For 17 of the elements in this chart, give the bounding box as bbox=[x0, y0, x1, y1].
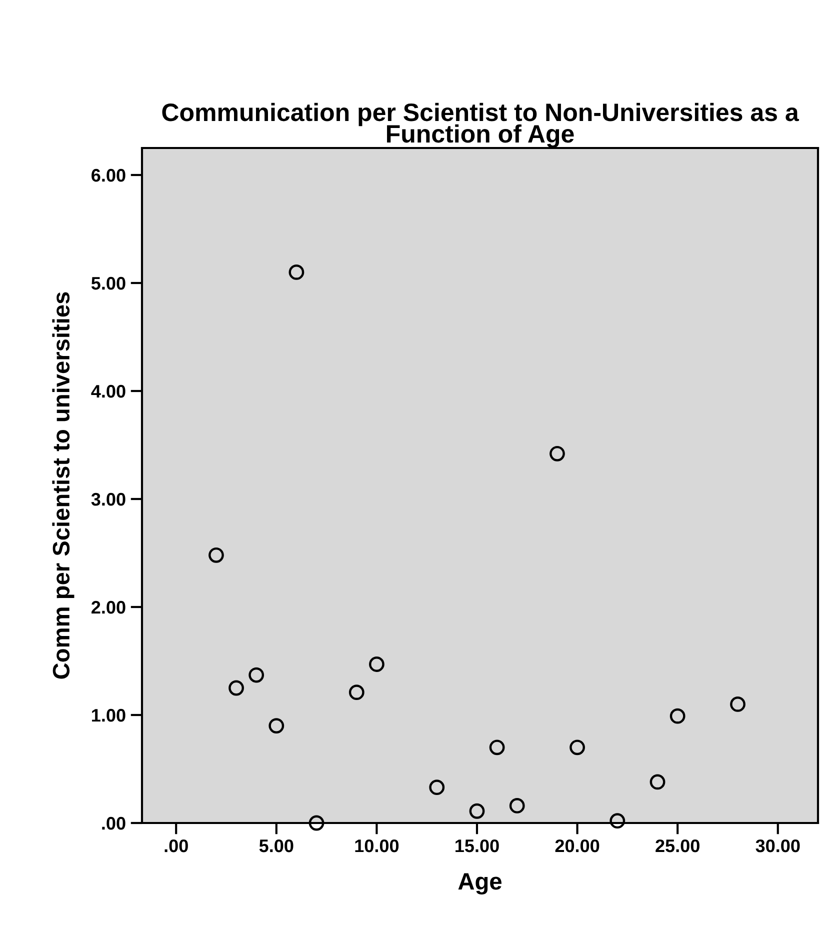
x-tick-label: 20.00 bbox=[555, 839, 600, 852]
y-tick-label: 2.00 bbox=[92, 600, 126, 614]
x-axis-title: Age bbox=[458, 873, 502, 894]
chart-title: Communication per Scientist to Non-Universities as a Function of Age bbox=[162, 102, 799, 148]
y-tick-label: 1.00 bbox=[92, 708, 126, 722]
y-axis-title: Comm per Scientist to universities bbox=[52, 292, 74, 679]
y-tick-label: 3.00 bbox=[91, 492, 126, 506]
y-tick-label: 6.00 bbox=[92, 168, 126, 182]
x-tick-label: 5.00 bbox=[259, 839, 294, 852]
x-tick-label: 30.00 bbox=[756, 839, 800, 852]
y-tick-label: 5.00 bbox=[91, 276, 126, 290]
x-tick-label: .00 bbox=[164, 839, 188, 852]
x-tick-label: 15.00 bbox=[456, 839, 499, 852]
y-tick-label: .00 bbox=[102, 816, 126, 830]
x-tick-label: 25.00 bbox=[656, 839, 700, 852]
x-tick-label: 10.00 bbox=[355, 839, 399, 852]
y-tick-label: 4.00 bbox=[91, 384, 126, 398]
